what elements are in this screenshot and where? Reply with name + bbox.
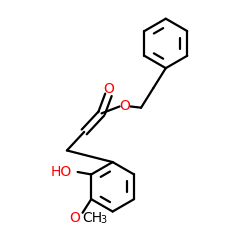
Text: CH: CH [82,211,102,225]
Text: O: O [69,211,80,225]
Text: HO: HO [50,165,72,179]
Text: O: O [120,100,130,114]
Text: O: O [103,82,114,96]
Text: 3: 3 [100,215,106,225]
